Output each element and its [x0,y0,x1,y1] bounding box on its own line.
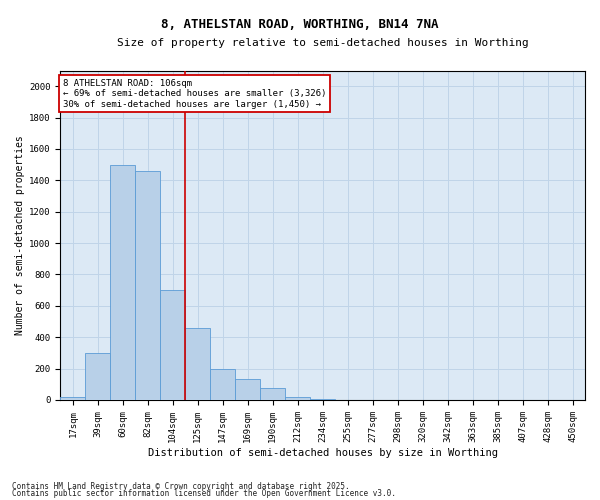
Bar [160,290,185,400]
Bar [85,353,110,400]
Bar [61,397,85,400]
Text: Contains public sector information licensed under the Open Government Licence v3: Contains public sector information licen… [12,490,396,498]
Bar [235,379,260,400]
Bar [260,388,285,400]
Text: 8, ATHELSTAN ROAD, WORTHING, BN14 7NA: 8, ATHELSTAN ROAD, WORTHING, BN14 7NA [161,18,439,30]
Text: 8 ATHELSTAN ROAD: 106sqm
← 69% of semi-detached houses are smaller (3,326)
30% o: 8 ATHELSTAN ROAD: 106sqm ← 69% of semi-d… [63,78,326,108]
Text: Contains HM Land Registry data © Crown copyright and database right 2025.: Contains HM Land Registry data © Crown c… [12,482,350,491]
Bar [310,399,335,400]
Bar [285,397,310,400]
Bar [185,328,210,400]
X-axis label: Distribution of semi-detached houses by size in Worthing: Distribution of semi-detached houses by … [148,448,497,458]
Bar [136,171,160,400]
Title: Size of property relative to semi-detached houses in Worthing: Size of property relative to semi-detach… [117,38,529,48]
Bar [210,368,235,400]
Y-axis label: Number of semi-detached properties: Number of semi-detached properties [15,136,25,335]
Bar [110,164,136,400]
